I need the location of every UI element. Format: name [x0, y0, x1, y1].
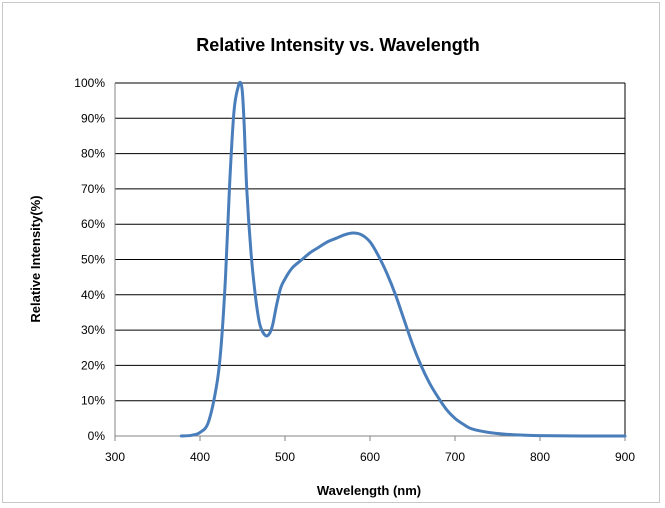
x-tick-label: 700 — [445, 450, 465, 464]
y-tick-label: 50% — [81, 253, 105, 267]
x-tick-label: 800 — [530, 450, 550, 464]
x-axis-title: Wavelength (nm) — [317, 483, 421, 498]
y-tick-label: 30% — [81, 323, 105, 337]
y-axis-title: Relative Intensity(%) — [28, 195, 43, 322]
y-tick-label: 70% — [81, 182, 105, 196]
axes — [114, 83, 626, 441]
x-tick-label: 900 — [615, 450, 635, 464]
series-group — [179, 80, 627, 438]
y-tick-label: 60% — [81, 217, 105, 231]
chart-title: Relative Intensity vs. Wavelength — [196, 35, 479, 55]
x-tick-label: 300 — [105, 450, 125, 464]
x-tick-labels: 300 400 500 600 700 800 900 — [105, 450, 635, 464]
y-tick-labels: 0% 10% 20% 30% 40% 50% 60% 70% 80% 90% 100% — [74, 76, 105, 443]
chart-frame: Relative Intensity vs. Wavelength 0% 10% 2… — [2, 2, 660, 503]
y-tick-label: 90% — [81, 111, 105, 125]
x-tick-label: 400 — [190, 450, 210, 464]
y-tick-label: 100% — [74, 76, 105, 90]
y-tick-label: 0% — [88, 429, 106, 443]
series-line — [179, 80, 627, 438]
x-tick-label: 600 — [360, 450, 380, 464]
gridlines — [115, 82, 625, 402]
chart-svg: Relative Intensity vs. Wavelength 0% 10% 2… — [28, 35, 635, 498]
y-tick-label: 10% — [81, 394, 105, 408]
y-tick-label: 40% — [81, 288, 105, 302]
y-tick-label: 20% — [81, 358, 105, 372]
x-tick-label: 500 — [275, 450, 295, 464]
y-tick-label: 80% — [81, 147, 105, 161]
